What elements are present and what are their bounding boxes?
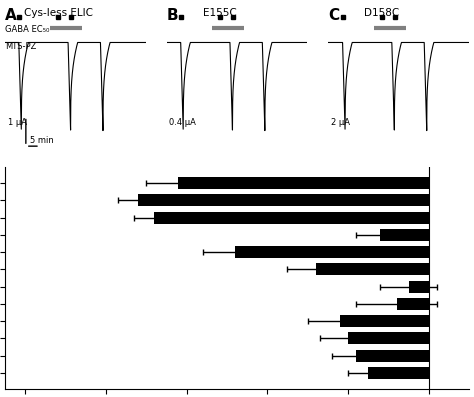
Bar (348, 332, 429, 345)
Bar (368, 367, 429, 379)
Text: GABA EC₅₀: GABA EC₅₀ (5, 25, 49, 34)
Bar (178, 177, 429, 189)
Bar (235, 246, 429, 258)
Text: 0.4 μA: 0.4 μA (169, 118, 196, 127)
Text: D158C: D158C (365, 8, 400, 18)
Bar (356, 350, 429, 362)
Text: B: B (167, 8, 178, 23)
Bar (397, 298, 429, 310)
Text: A: A (5, 8, 17, 23)
Text: 5 min: 5 min (30, 136, 54, 145)
Bar (154, 212, 429, 224)
Text: E155C: E155C (203, 8, 237, 18)
Bar (381, 229, 429, 241)
Text: MTS-PZ: MTS-PZ (5, 42, 36, 52)
Text: 2 μA: 2 μA (331, 118, 350, 127)
Text: 1 μA: 1 μA (8, 118, 27, 127)
Bar (316, 263, 429, 276)
Bar (409, 281, 429, 293)
Text: Cys-less ELIC: Cys-less ELIC (24, 8, 93, 18)
Text: C: C (328, 8, 340, 23)
Bar (340, 315, 429, 327)
Bar (138, 194, 429, 206)
